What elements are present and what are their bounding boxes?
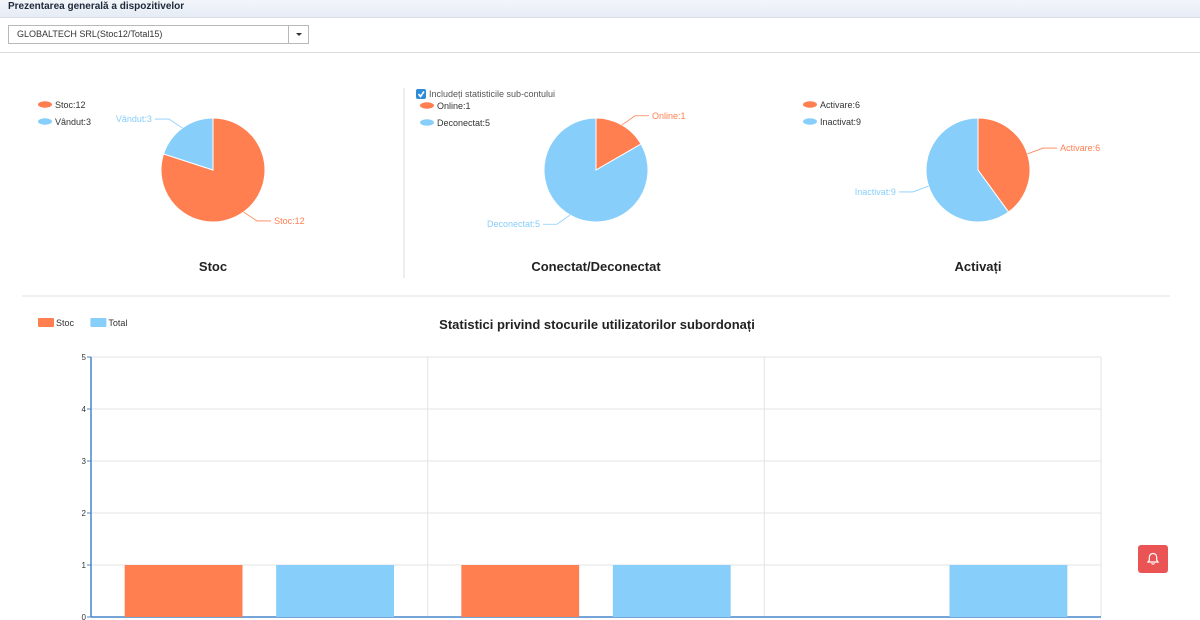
notification-button[interactable]	[1138, 545, 1168, 573]
pie-label-activare: Activare:6	[1060, 143, 1100, 153]
pie-title: Activați	[955, 259, 1002, 274]
bar-total-2[interactable]	[612, 565, 731, 617]
legend-swatch	[38, 118, 52, 125]
pie-leader-line	[543, 214, 571, 225]
legend-label: Inactivat:9	[820, 117, 861, 127]
legend-swatch	[420, 102, 434, 109]
bar-stoc-1[interactable]	[124, 565, 243, 617]
pie-title: Conectat/Deconectat	[531, 259, 661, 274]
pie-label-stoc: Stoc:12	[274, 216, 305, 226]
bar-chart: Statistici privind stocurile utilizatori…	[38, 317, 1102, 620]
legend-swatch	[803, 118, 817, 125]
legend-item-deconectat[interactable]: Deconectat:5	[420, 118, 490, 128]
legend-swatch	[90, 318, 107, 327]
legend-label: Deconectat:5	[437, 118, 490, 128]
bar-stoc-2[interactable]	[461, 565, 580, 617]
legend-label: Total	[108, 318, 127, 328]
y-tick-label: 1	[82, 561, 87, 570]
legend-item-vandut[interactable]: Vândut:3	[38, 117, 91, 127]
y-tick-label: 0	[82, 613, 87, 620]
account-dropdown-value: GLOBALTECH SRL(Stoc12/Total15)	[17, 29, 163, 39]
caret-down-icon	[296, 33, 302, 36]
legend-item-online[interactable]: Online:1	[420, 101, 471, 111]
page-header: Prezentarea generală a dispozitivelor	[0, 0, 1200, 18]
pie-title: Stoc	[199, 259, 227, 274]
legend-item-stoc[interactable]: Stoc:12	[38, 100, 86, 110]
pie-leader-line	[154, 118, 183, 129]
pie-leader-line	[621, 115, 649, 126]
pie-charts-panel: Includeți statisticile sub-contului Stoc…	[22, 88, 1170, 297]
account-select-bar: GLOBALTECH SRL(Stoc12/Total15)	[0, 18, 1200, 53]
legend-label: Vândut:3	[55, 117, 91, 127]
subaccount-checkbox[interactable]: Includeți statisticile sub-contului	[416, 89, 555, 99]
pie-slice-online[interactable]	[595, 117, 642, 171]
legend-item-inactivat[interactable]: Inactivat:9	[803, 117, 861, 127]
legend-item-total[interactable]: Total	[90, 318, 127, 328]
check-icon	[417, 91, 425, 98]
pie-slice-inactivat[interactable]	[925, 117, 1010, 223]
pie-chart-stoc: Stoc:12 Vândut:3 Stoc:12 Vândut:3 Stoc	[38, 100, 305, 274]
bar-chart-title: Statistici privind stocurile utilizatori…	[439, 317, 755, 332]
legend-swatch	[420, 119, 434, 126]
y-tick-label: 4	[82, 405, 87, 414]
bar-total-3[interactable]	[949, 565, 1068, 617]
y-tick-label: 5	[82, 353, 87, 362]
pie-slice-stoc[interactable]	[160, 117, 266, 223]
legend-swatch	[38, 318, 54, 327]
pie-label-vandut: Vândut:3	[116, 114, 152, 124]
pie-leader-line	[243, 211, 272, 222]
legend-item-activare[interactable]: Activare:6	[803, 100, 860, 110]
pie-chart-activati: Activare:6 Inactivat:9 Activare:6 Inactivat…	[803, 100, 1100, 274]
pie-slice-activare[interactable]	[977, 117, 1031, 213]
legend-item-stoc[interactable]: Stoc	[38, 318, 75, 328]
dropdown-toggle[interactable]	[288, 26, 308, 43]
pie-label-online: Online:1	[652, 111, 686, 121]
bar-total-1[interactable]	[276, 565, 394, 617]
legend-swatch	[803, 101, 817, 108]
legend-label: Stoc:12	[55, 100, 86, 110]
legend-label: Stoc	[56, 318, 75, 328]
checkbox-label: Includeți statisticile sub-contului	[429, 89, 555, 99]
y-tick-label: 3	[82, 457, 87, 466]
account-dropdown[interactable]: GLOBALTECH SRL(Stoc12/Total15)	[8, 25, 309, 44]
checkbox-box[interactable]	[416, 89, 426, 99]
legend-label: Activare:6	[820, 100, 860, 110]
pie-label-deconectat: Deconectat:5	[487, 219, 540, 229]
page-title: Prezentarea generală a dispozitivelor	[8, 1, 185, 12]
bell-icon	[1146, 552, 1160, 565]
legend-swatch	[38, 101, 52, 108]
pie-leader-line	[1027, 147, 1058, 155]
pie-chart-conectat-deconectat: Online:1 Deconectat:5 Online:1 Deconectat:5…	[420, 101, 686, 274]
pie-leader-line	[898, 185, 929, 193]
legend-label: Online:1	[437, 101, 471, 111]
pie-label-inactivat: Inactivat:9	[855, 187, 896, 197]
y-tick-label: 2	[82, 509, 87, 518]
pie-slice-vandut[interactable]	[162, 117, 214, 171]
